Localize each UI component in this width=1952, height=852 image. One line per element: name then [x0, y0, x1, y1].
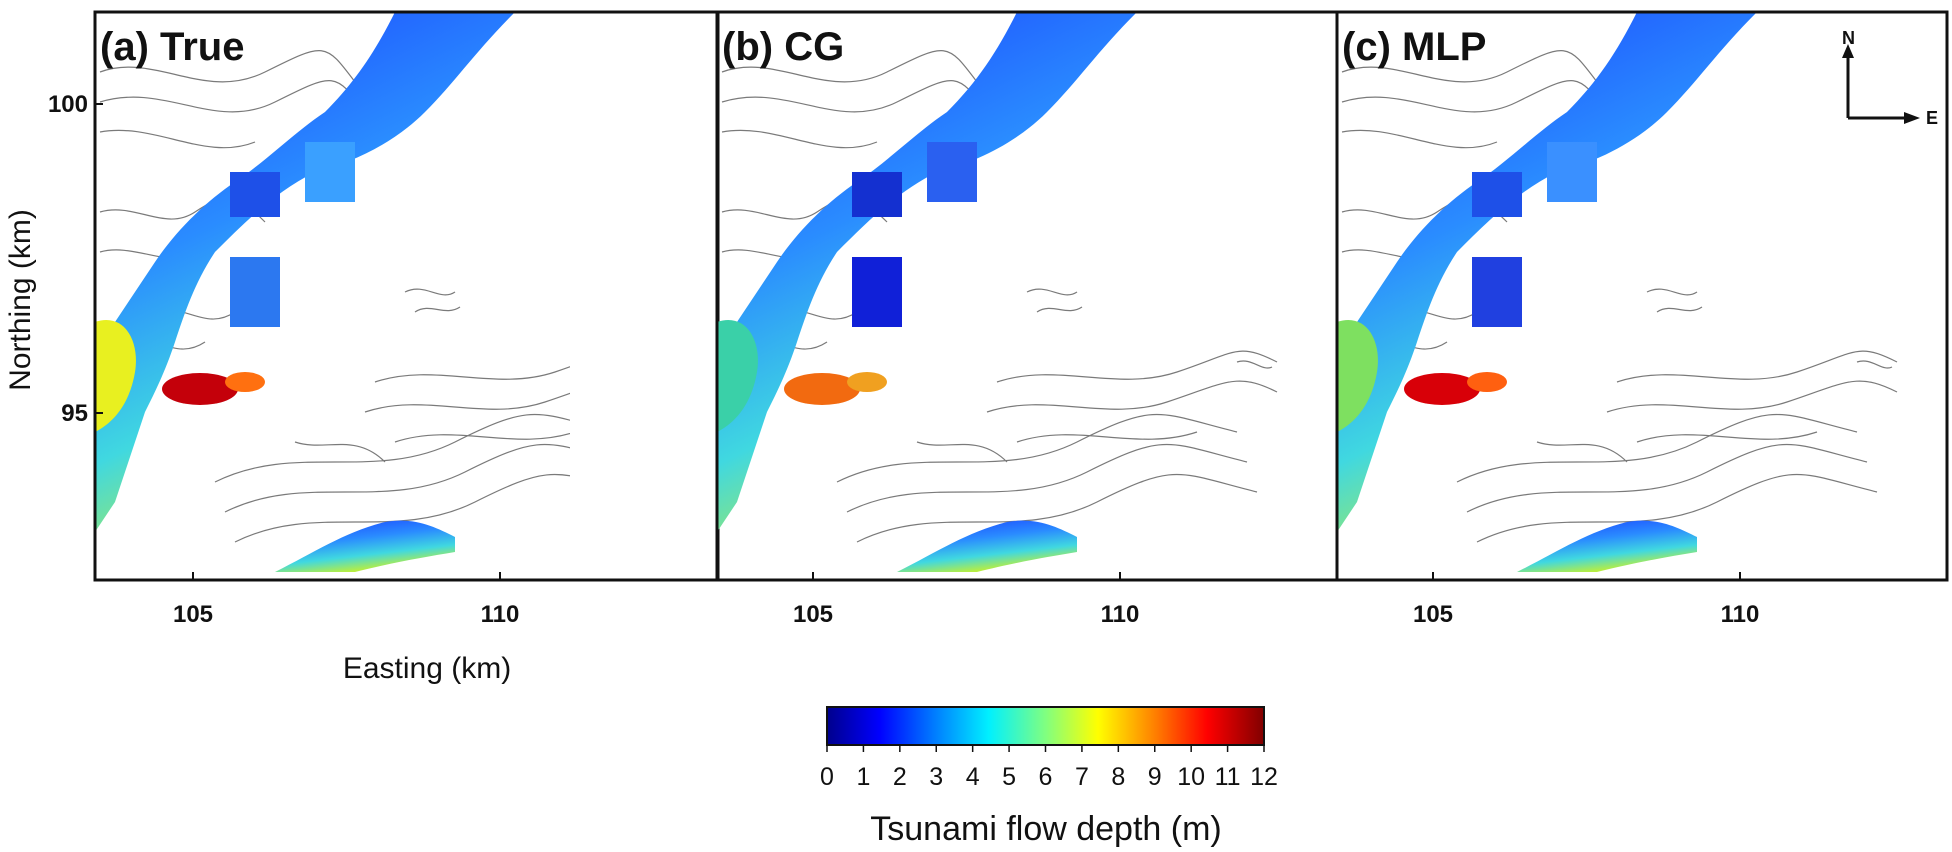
industrial-block-2 [1472, 172, 1522, 217]
coastal-inundation [95, 12, 515, 532]
colorbar-tick-label: 7 [1075, 763, 1089, 791]
colorbar: 0 1 2 3 4 5 6 7 8 9 10 11 12 Tsunami flow depth (m) [820, 706, 1278, 848]
reclaimed-land [852, 257, 902, 327]
x-tick-105: 105 [793, 601, 833, 628]
y-tick-95: 95 [61, 400, 88, 427]
damage-hotspot [784, 372, 887, 405]
industrial-block [927, 142, 977, 202]
colorbar-ticks: 0 1 2 3 4 5 6 7 8 9 10 11 12 [820, 745, 1278, 791]
panel-frame-c [1335, 10, 1949, 582]
colorbar-tick-label: 11 [1215, 763, 1241, 791]
x-tick-110: 110 [1721, 601, 1760, 628]
colorbar-tick-label: 12 [1250, 763, 1278, 791]
y-tick-100: 100 [48, 91, 88, 118]
panel-b: (b) CG [715, 10, 1339, 582]
compass-east-label: E [1926, 108, 1938, 128]
colorbar-tick-label: 9 [1148, 763, 1162, 791]
east-arrow-icon [1904, 112, 1920, 124]
x-axis-b: 105 110 [793, 572, 1139, 628]
colorbar-tick-label: 2 [893, 763, 907, 791]
coastal-inundation [1337, 12, 1757, 532]
colorbar-tick-label: 0 [820, 763, 834, 791]
colorbar-tick-label: 4 [966, 763, 980, 791]
industrial-block [305, 142, 355, 202]
panel-label-c: (c) MLP [1342, 25, 1486, 69]
colorbar-tick-label: 5 [1002, 763, 1016, 791]
inundation-map-a [95, 12, 570, 572]
industrial-block-2 [852, 172, 902, 217]
colorbar-gradient [826, 706, 1265, 746]
bay-shoreline [1337, 320, 1378, 432]
lower-inundation [897, 520, 1077, 572]
x-tick-110: 110 [481, 601, 520, 628]
topography-contours [721, 50, 1278, 543]
inundation-map-b [717, 12, 1278, 572]
north-east-compass: N E [1842, 28, 1938, 128]
bay-shoreline [717, 320, 758, 432]
panel-label-a: (a) True [100, 25, 244, 69]
panel-label-b: (b) CG [722, 25, 844, 69]
industrial-block [1547, 142, 1597, 202]
colorbar-tick-label: 1 [856, 763, 870, 791]
x-tick-105: 105 [1413, 601, 1453, 628]
industrial-block-2 [230, 172, 280, 217]
inundation-map-c [1337, 12, 1898, 572]
coastal-inundation [717, 12, 1137, 532]
lower-inundation [1517, 520, 1697, 572]
x-axis-a: 105 110 Easting (km) [173, 572, 519, 685]
compass-north-label: N [1842, 28, 1855, 48]
x-tick-110: 110 [1101, 601, 1140, 628]
bay-shoreline [95, 320, 136, 432]
reclaimed-land [1472, 257, 1522, 327]
lower-inundation [275, 520, 455, 572]
panel-c: (c) MLP N E [1335, 10, 1949, 582]
damage-hotspot [1404, 372, 1507, 405]
colorbar-tick-label: 8 [1111, 763, 1125, 791]
y-axis-title: Northing (km) [4, 209, 37, 391]
colorbar-tick-label: 10 [1177, 763, 1205, 791]
colorbar-title: Tsunami flow depth (m) [870, 810, 1221, 848]
panel-a: (a) True [93, 10, 720, 582]
reclaimed-land [230, 257, 280, 327]
north-arrow-icon [1842, 44, 1854, 58]
colorbar-tick-label: 3 [929, 763, 943, 791]
x-axis-c: 105 110 [1413, 572, 1759, 628]
colorbar-tick-label: 6 [1039, 763, 1053, 791]
x-tick-105: 105 [173, 601, 213, 628]
x-axis-title: Easting (km) [343, 652, 511, 685]
y-axis: 100 95 Northing (km) [4, 91, 103, 427]
damage-hotspot [162, 372, 265, 405]
